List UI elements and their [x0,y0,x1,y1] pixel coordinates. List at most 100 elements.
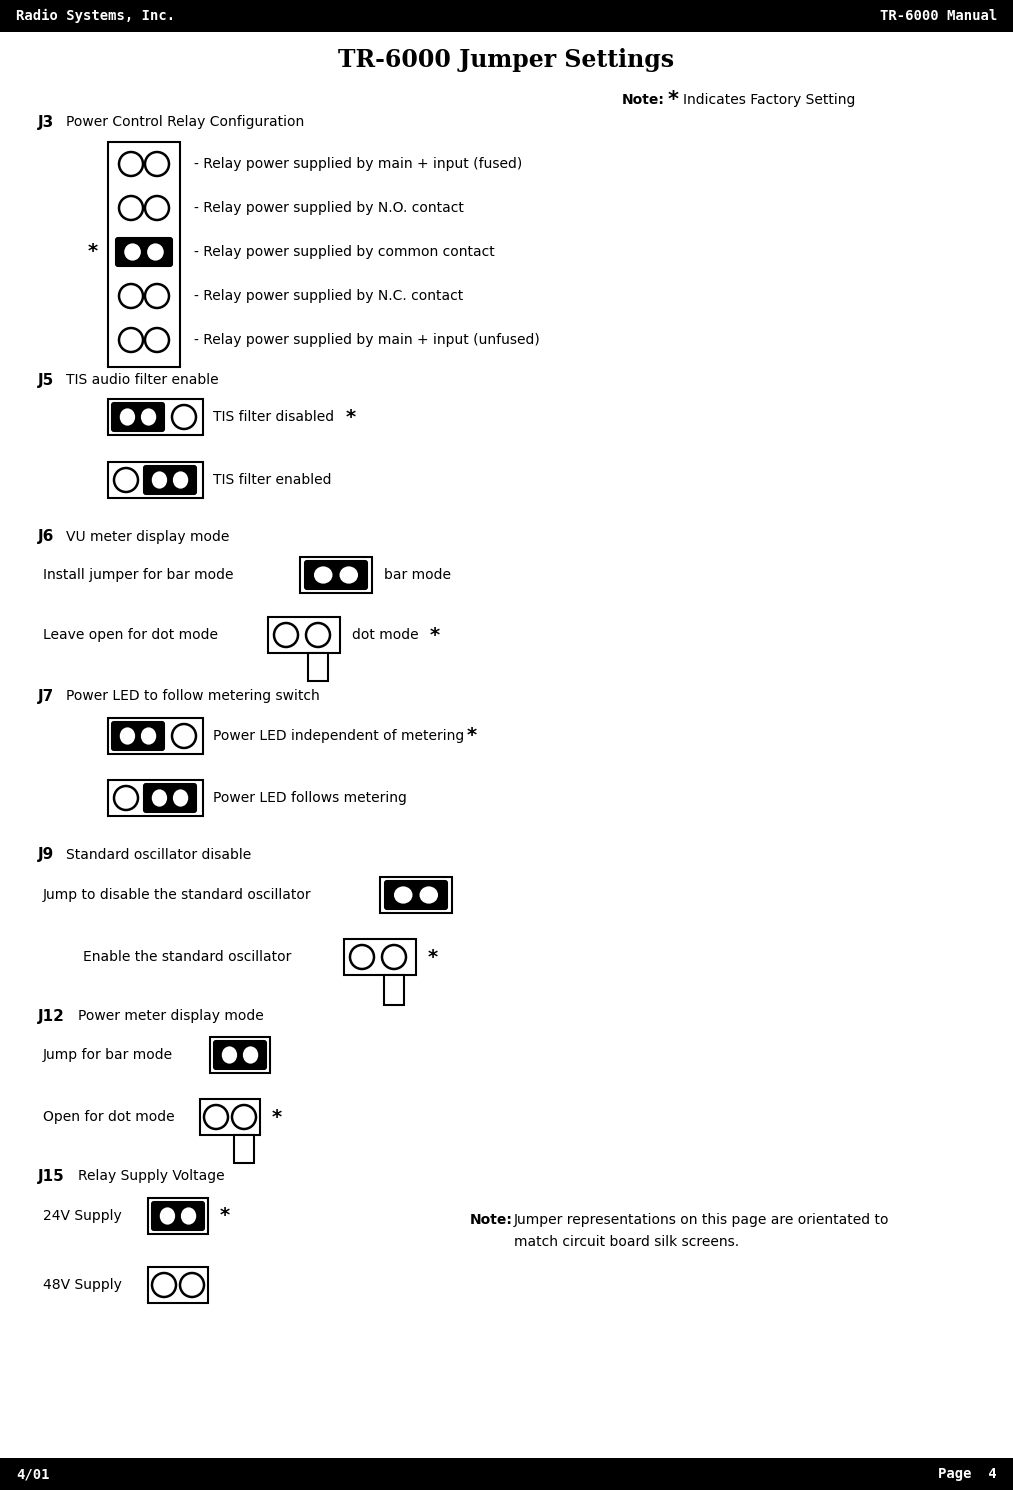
Text: Radio Systems, Inc.: Radio Systems, Inc. [16,9,175,22]
Bar [108,462,203,498]
Text: J15: J15 [38,1168,65,1183]
Text: J12: J12 [38,1009,65,1024]
Text: - Relay power supplied by N.O. contact: - Relay power supplied by N.O. contact [194,201,464,215]
Ellipse shape [222,1046,237,1064]
Bar [344,939,416,974]
Text: Open for dot mode: Open for dot mode [43,1110,174,1123]
Text: - Relay power supplied by N.C. contact: - Relay power supplied by N.C. contact [194,289,463,302]
Circle shape [114,787,138,811]
Text: Note:: Note: [622,92,665,107]
Text: Note:: Note: [470,1213,513,1226]
Circle shape [119,285,143,308]
Bar [268,617,340,653]
Bar [210,1037,270,1073]
Ellipse shape [141,727,156,745]
Circle shape [204,1106,228,1129]
Text: TR-6000 Manual: TR-6000 Manual [879,9,997,22]
Circle shape [145,285,169,308]
FancyBboxPatch shape [152,1202,204,1231]
Circle shape [119,197,143,221]
Text: Power LED to follow metering switch: Power LED to follow metering switch [66,688,320,703]
Text: Jump to disable the standard oscillator: Jump to disable the standard oscillator [43,888,312,901]
Text: Power Control Relay Configuration: Power Control Relay Configuration [66,115,304,130]
Text: 24V Supply: 24V Supply [43,1208,122,1223]
Text: Relay Supply Voltage: Relay Supply Voltage [78,1170,225,1183]
Text: J3: J3 [38,115,55,130]
Text: Power LED independent of metering: Power LED independent of metering [213,729,464,744]
Text: Leave open for dot mode: Leave open for dot mode [43,627,218,642]
Text: - Relay power supplied by main + input (unfused): - Relay power supplied by main + input (… [194,332,540,347]
Ellipse shape [339,566,358,584]
Circle shape [274,623,298,647]
Text: Page  4: Page 4 [938,1468,997,1481]
Text: Power meter display mode: Power meter display mode [78,1009,263,1024]
Text: bar mode: bar mode [384,568,451,583]
Bar [0,0,1013,31]
Text: TR-6000 Jumper Settings: TR-6000 Jumper Settings [338,48,675,72]
Bar [108,142,180,367]
Circle shape [232,1106,256,1129]
Bar [380,878,452,913]
Circle shape [145,328,169,352]
Ellipse shape [173,790,188,806]
Text: TIS filter enabled: TIS filter enabled [213,472,331,487]
Circle shape [172,405,196,429]
Text: J7: J7 [38,688,55,703]
Text: Install jumper for bar mode: Install jumper for bar mode [43,568,234,583]
Ellipse shape [152,471,167,489]
Text: J5: J5 [38,372,55,387]
Bar [108,399,203,435]
Ellipse shape [120,408,135,426]
Text: - Relay power supplied by common contact: - Relay power supplied by common contact [194,244,494,259]
Ellipse shape [141,408,156,426]
Circle shape [172,724,196,748]
Circle shape [114,468,138,492]
Ellipse shape [152,790,167,806]
FancyBboxPatch shape [112,402,164,431]
Text: TIS filter disabled: TIS filter disabled [213,410,334,425]
Text: VU meter display mode: VU meter display mode [66,530,229,544]
Circle shape [119,328,143,352]
Bar [234,1135,254,1164]
Bar [384,974,404,1004]
FancyBboxPatch shape [214,1042,266,1068]
Bar [148,1266,208,1302]
Circle shape [119,152,143,176]
Text: Power LED follows metering: Power LED follows metering [213,791,407,805]
Circle shape [152,1272,176,1296]
FancyBboxPatch shape [144,784,196,812]
Circle shape [350,945,374,968]
Ellipse shape [160,1207,175,1225]
Ellipse shape [394,887,412,903]
Text: *: * [220,1207,230,1225]
Text: J6: J6 [38,529,55,544]
Bar [200,1100,260,1135]
Ellipse shape [120,727,135,745]
Ellipse shape [314,566,332,584]
Text: dot mode: dot mode [352,627,418,642]
Bar [148,1198,208,1234]
Ellipse shape [243,1046,258,1064]
Text: - Relay power supplied by main + input (fused): - Relay power supplied by main + input (… [194,156,523,171]
FancyBboxPatch shape [144,466,196,495]
Bar [308,653,328,681]
Ellipse shape [419,887,438,903]
Circle shape [180,1272,204,1296]
Text: *: * [346,407,357,426]
Text: *: * [272,1107,283,1126]
Text: J9: J9 [38,848,55,863]
Text: TIS audio filter enable: TIS audio filter enable [66,372,219,387]
Ellipse shape [173,471,188,489]
Circle shape [145,152,169,176]
Text: *: * [88,243,98,262]
Text: Jumper representations on this page are orientated to: Jumper representations on this page are … [514,1213,889,1226]
Text: match circuit board silk screens.: match circuit board silk screens. [514,1235,739,1249]
Text: *: * [430,626,440,645]
Text: 4/01: 4/01 [16,1468,50,1481]
Bar [0,1459,1013,1490]
Circle shape [145,197,169,221]
Text: *: * [467,727,477,745]
Text: *: * [428,948,439,967]
Circle shape [306,623,330,647]
Text: Standard oscillator disable: Standard oscillator disable [66,848,251,863]
